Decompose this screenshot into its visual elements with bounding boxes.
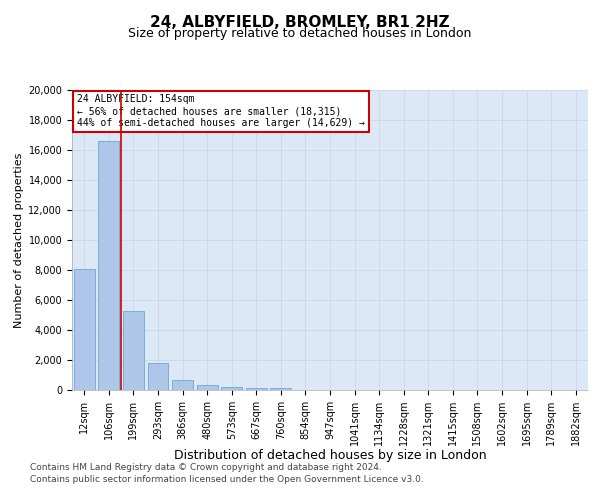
Bar: [74, 268, 95, 390]
Text: 24, ALBYFIELD, BROMLEY, BR1 2HZ: 24, ALBYFIELD, BROMLEY, BR1 2HZ: [150, 15, 450, 30]
Bar: [197, 385, 218, 390]
Bar: [148, 363, 169, 390]
Y-axis label: Number of detached properties: Number of detached properties: [14, 152, 24, 328]
Text: 24 ALBYFIELD: 154sqm
← 56% of detached houses are smaller (18,315)
44% of semi-d: 24 ALBYFIELD: 154sqm ← 56% of detached h…: [77, 94, 365, 128]
Bar: [123, 310, 144, 390]
Bar: [172, 380, 193, 390]
Bar: [221, 388, 242, 390]
Bar: [271, 388, 292, 390]
Bar: [246, 388, 267, 390]
Text: Contains HM Land Registry data © Crown copyright and database right 2024.: Contains HM Land Registry data © Crown c…: [30, 464, 382, 472]
Text: Size of property relative to detached houses in London: Size of property relative to detached ho…: [128, 28, 472, 40]
Bar: [98, 141, 119, 390]
Text: Contains public sector information licensed under the Open Government Licence v3: Contains public sector information licen…: [30, 474, 424, 484]
X-axis label: Distribution of detached houses by size in London: Distribution of detached houses by size …: [173, 450, 487, 462]
